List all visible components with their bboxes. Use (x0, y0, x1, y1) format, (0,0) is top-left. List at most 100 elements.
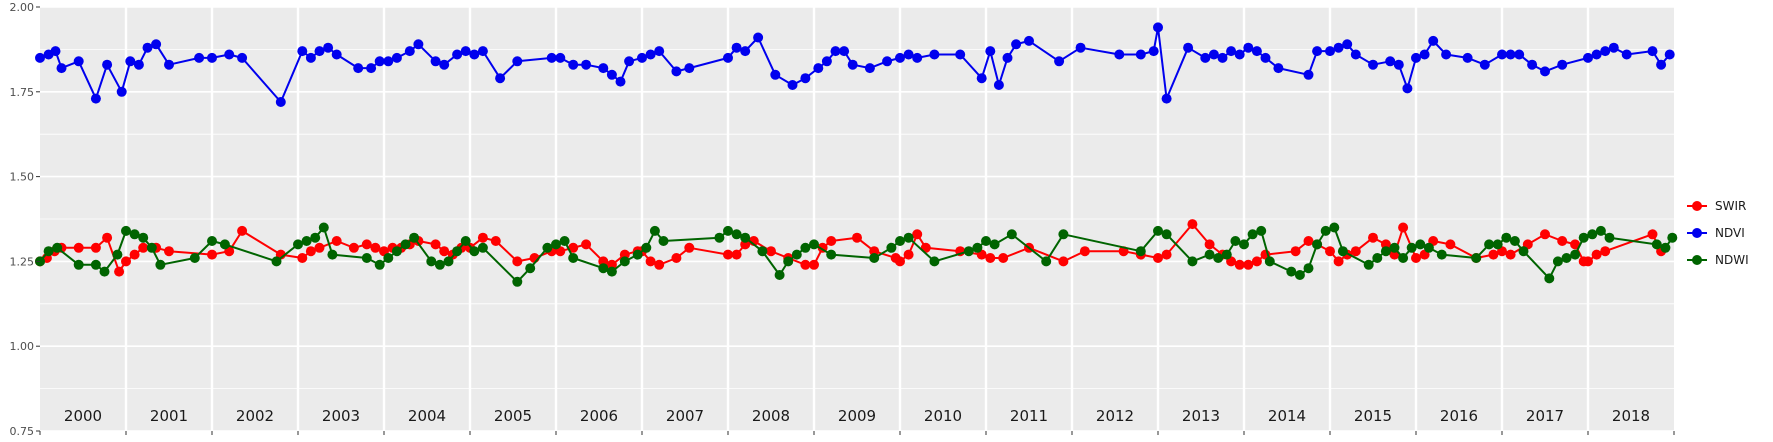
data-point-ndvi (606, 69, 617, 80)
data-point-swir (305, 246, 316, 257)
data-point-ndvi (1385, 56, 1396, 67)
data-point-swir (568, 242, 579, 253)
data-point-ndwi (1423, 242, 1434, 253)
data-point-ndvi (125, 56, 136, 67)
data-point-ndwi (1561, 253, 1572, 263)
data-point-swir (314, 242, 325, 253)
data-point-ndwi (1153, 225, 1163, 236)
data-point-ndvi (645, 49, 656, 60)
year-label: 2009 (838, 407, 876, 425)
data-point-ndwi (1578, 232, 1589, 243)
data-point-swir (684, 242, 695, 253)
data-point-ndvi (207, 52, 217, 63)
legend-label-swir: SWIR (1715, 199, 1746, 213)
data-point-ndwi (99, 266, 110, 277)
data-point-swir (90, 242, 101, 253)
data-point-ndvi (1208, 49, 1219, 60)
data-point-ndvi (1260, 52, 1271, 63)
data-point-ndwi (90, 259, 101, 270)
y-tick-label: 1.25 (10, 255, 35, 268)
data-point-ndvi (1557, 59, 1568, 70)
data-point-ndwi (1415, 239, 1426, 250)
data-point-swir (809, 259, 819, 270)
data-point-ndvi (1226, 46, 1237, 57)
data-point-ndwi (972, 242, 983, 253)
data-point-ndvi (1621, 49, 1632, 60)
data-point-ndvi (512, 56, 523, 67)
data-point-ndwi (460, 236, 471, 246)
year-label: 2000 (64, 407, 102, 425)
data-point-ndvi (1200, 52, 1211, 63)
data-point-ndvi (1325, 46, 1335, 57)
data-point-ndwi (886, 242, 897, 253)
data-point-ndvi (469, 49, 480, 60)
data-point-ndwi (791, 249, 802, 260)
data-point-ndwi (391, 246, 402, 257)
data-point-ndvi (598, 63, 609, 74)
data-point-ndvi (1647, 46, 1658, 57)
data-point-ndvi (787, 80, 798, 90)
data-point-ndwi (1406, 242, 1417, 253)
data-point-swir (361, 239, 372, 250)
data-point-swir (671, 253, 682, 263)
data-point-ndwi (1204, 249, 1215, 260)
year-label: 2006 (580, 407, 618, 425)
data-point-ndwi (1544, 273, 1555, 284)
data-point-ndvi (56, 63, 67, 74)
data-point-ndvi (391, 52, 402, 63)
data-point-ndvi (800, 73, 811, 84)
data-point-swir (1234, 259, 1245, 270)
y-tick-label: 1.00 (10, 340, 35, 353)
data-point-ndwi (826, 249, 837, 260)
data-point-ndvi (323, 42, 334, 53)
data-point-ndvi (1368, 59, 1378, 70)
legend-label-ndvi: NDVI (1715, 226, 1745, 240)
data-point-ndwi (1312, 239, 1323, 250)
data-point-ndvi (1591, 49, 1602, 60)
data-point-swir (477, 232, 488, 243)
data-point-ndvi (1075, 42, 1086, 53)
data-point-ndwi (641, 242, 652, 253)
data-point-ndvi (1540, 66, 1550, 77)
data-point-swir (1583, 256, 1593, 267)
data-point-ndwi (1501, 232, 1512, 243)
data-point-ndwi (1187, 256, 1198, 267)
data-point-ndwi (310, 232, 321, 243)
year-label: 2003 (322, 407, 360, 425)
data-point-ndwi (800, 242, 811, 253)
data-point-ndvi (116, 86, 127, 97)
data-point-ndvi (194, 52, 205, 63)
data-point-swir (731, 249, 742, 260)
data-point-swir (903, 249, 914, 260)
data-point-ndwi (1509, 236, 1520, 246)
data-point-ndvi (753, 32, 764, 43)
data-point-ndwi (1389, 242, 1400, 253)
data-point-swir (1161, 249, 1172, 260)
x-axis (39, 431, 1675, 435)
data-point-ndvi (35, 52, 45, 63)
data-point-ndvi (366, 63, 377, 74)
data-point-swir (1647, 229, 1658, 240)
data-point-ndwi (1221, 249, 1232, 260)
data-point-ndvi (90, 93, 101, 104)
data-point-ndwi (1041, 256, 1052, 267)
data-point-swir (73, 242, 84, 253)
data-point-ndvi (305, 52, 316, 63)
year-label: 2018 (1612, 407, 1650, 425)
data-point-ndvi (1664, 49, 1675, 60)
data-point-ndvi (151, 39, 162, 50)
data-point-ndwi (1398, 253, 1409, 263)
data-point-swir (826, 236, 837, 246)
data-point-ndwi (714, 232, 725, 243)
data-point-ndvi (1303, 69, 1314, 80)
data-point-ndvi (413, 39, 424, 50)
data-point-ndwi (1239, 239, 1249, 250)
data-point-ndvi (912, 52, 923, 63)
data-point-ndvi (1148, 46, 1159, 57)
data-point-ndwi (1320, 225, 1331, 236)
data-point-ndvi (460, 46, 471, 57)
data-point-ndvi (568, 59, 579, 70)
year-label: 2001 (150, 407, 188, 425)
data-point-ndvi (993, 80, 1004, 90)
